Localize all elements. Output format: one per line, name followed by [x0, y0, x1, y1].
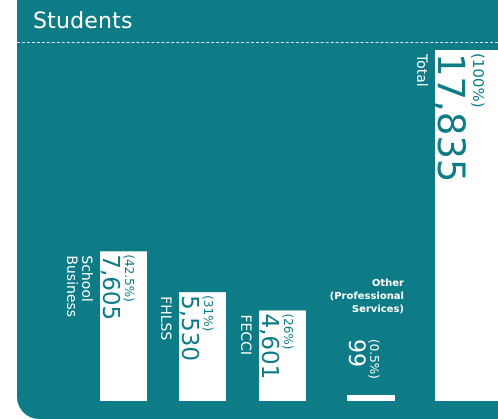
bar-fecci [259, 310, 306, 401]
percent-label-fecci: (26%) [281, 313, 295, 349]
category-label-fhlss: FHLSS [157, 296, 173, 340]
category-label-other-professional-services-line-2: (Professional [330, 291, 404, 302]
value-label-business-school: 7,605 [97, 254, 123, 320]
value-label-fecci: 4,601 [256, 313, 282, 379]
category-label-other-professional-services-line-1: Other [372, 278, 404, 289]
bar-other-professional-services [347, 395, 395, 401]
percent-label-fhlss: (31%) [201, 295, 215, 331]
category-label-total: Total [413, 53, 429, 87]
students-bar-chart: 7,605(42.5%) Business School 5,530(31%) FHLS… [63, 50, 498, 401]
value-label-fhlss: 5,530 [176, 295, 202, 361]
students-panel: Students 7,605 (42.5%) Business School 5,530… [17, 0, 498, 419]
category-label-other-professional-services-line-3: Services) [352, 304, 404, 315]
percent-label-other-professional-services: (0.5%) [367, 339, 381, 379]
bar-total [435, 50, 498, 401]
value-label-total: 17,835 [429, 53, 472, 182]
percent-label-business-school: (42.5%) [122, 254, 136, 301]
panel-title: Students [33, 9, 133, 34]
bar-business-school [100, 251, 147, 401]
category-label-fecci: FECCI [237, 314, 253, 355]
category-label-business-school-line-1: Business [63, 255, 79, 317]
value-label-other-professional-services: 99 [343, 339, 368, 367]
category-label-business-school-line-2: School [78, 255, 94, 301]
title-divider [17, 42, 498, 43]
percent-label-total: (100%) [469, 53, 487, 108]
bar-fhlss [179, 292, 226, 401]
